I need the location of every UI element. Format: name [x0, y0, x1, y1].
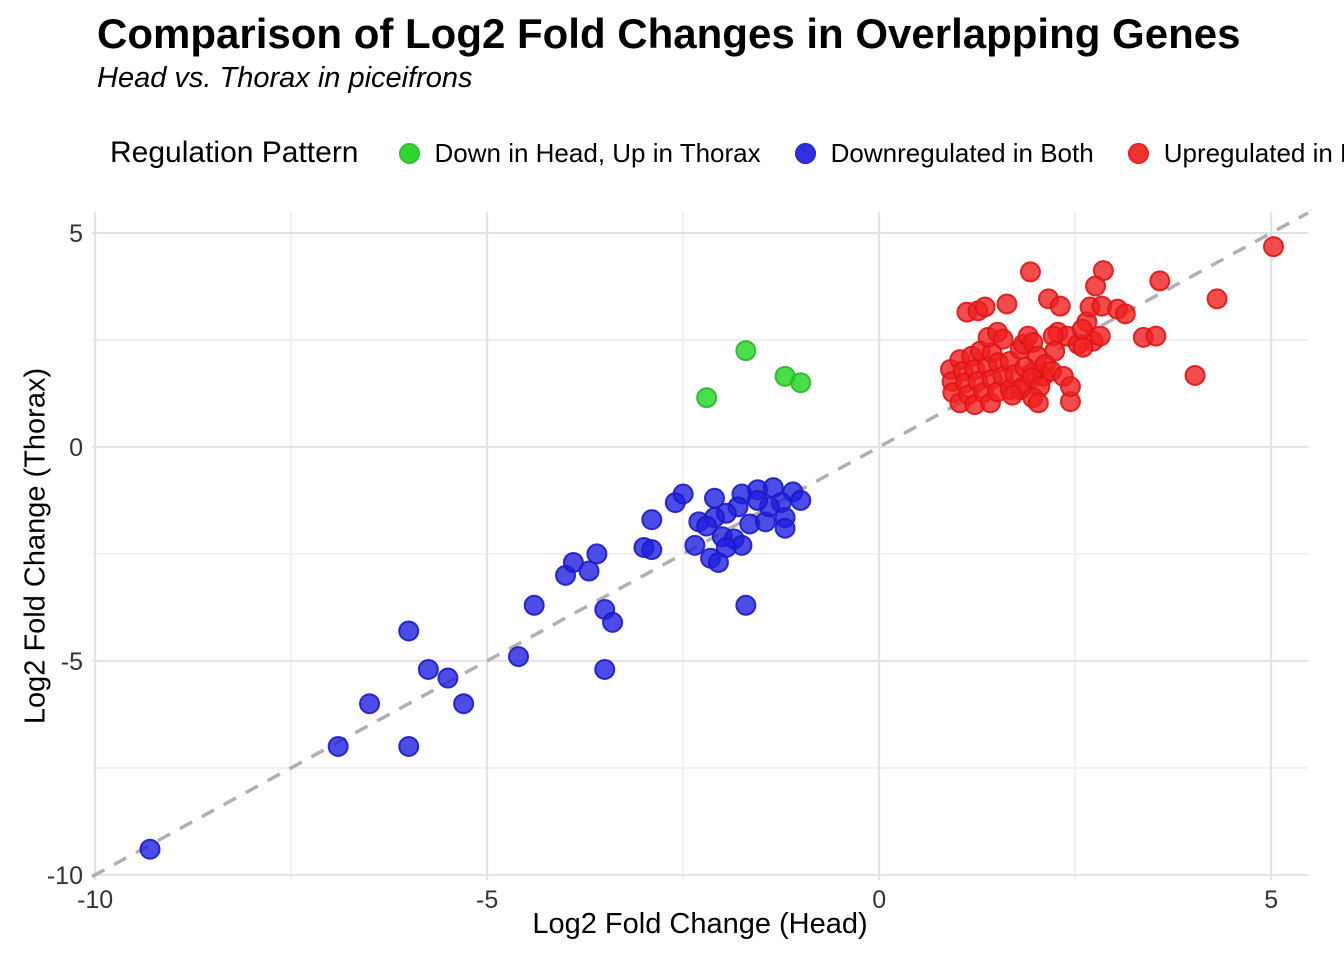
chart-subtitle: Head vs. Thorax in piceifrons	[97, 62, 473, 94]
data-point	[1089, 325, 1111, 347]
data-point	[1263, 236, 1285, 258]
data-point	[508, 646, 530, 668]
x-axis-title: Log2 Fold Change (Head)	[532, 908, 868, 940]
data-point	[735, 594, 757, 616]
data-point	[1071, 318, 1093, 340]
data-point	[790, 372, 812, 394]
data-point	[1059, 376, 1081, 398]
data-point	[327, 735, 349, 757]
data-point	[684, 534, 706, 556]
data-point	[735, 340, 757, 362]
data-point	[1019, 261, 1041, 283]
data-point	[974, 296, 996, 318]
data-point	[594, 658, 616, 680]
data-point	[578, 560, 600, 582]
data-point	[398, 620, 420, 642]
x-tick-label: 0	[872, 886, 886, 914]
data-point	[774, 517, 796, 539]
data-point	[641, 509, 663, 531]
identity-reference-line	[91, 211, 1309, 879]
data-point	[139, 838, 161, 860]
y-tick-label: -5	[61, 648, 83, 676]
data-point	[1049, 295, 1071, 317]
data-point	[1145, 325, 1167, 347]
legend: Regulation Pattern Down in Head, Up in T…	[110, 133, 1344, 173]
data-point	[1206, 288, 1228, 310]
y-axis-title: Log2 Fold Change (Thorax)	[19, 367, 52, 725]
x-tick-label: -10	[77, 886, 113, 914]
y-tick-label: 0	[69, 434, 83, 462]
data-point	[586, 543, 608, 565]
data-point	[641, 539, 663, 561]
data-point	[417, 658, 439, 680]
data-point	[1072, 336, 1094, 358]
x-tick-label: -5	[476, 886, 498, 914]
legend-label: Down in Head, Up in Thorax	[434, 137, 761, 168]
x-tick-label: 5	[1264, 886, 1278, 914]
data-point	[437, 667, 459, 689]
chart-title: Comparison of Log2 Fold Changes in Overl…	[97, 10, 1241, 57]
y-tick-label: -10	[47, 862, 83, 890]
data-point	[790, 489, 812, 511]
data-point	[996, 293, 1018, 315]
data-point	[696, 515, 718, 537]
data-point	[562, 551, 584, 573]
data-point	[1114, 303, 1136, 325]
data-point	[523, 594, 545, 616]
legend-label: Downregulated in Both	[830, 137, 1094, 168]
data-point	[1085, 275, 1107, 297]
data-point	[602, 611, 624, 633]
legend-swatch-1	[794, 142, 816, 164]
data-point	[453, 693, 475, 715]
data-point	[992, 328, 1014, 350]
data-point	[359, 693, 381, 715]
data-point	[696, 387, 718, 409]
data-point	[747, 489, 769, 511]
data-point	[1149, 270, 1171, 292]
y-tick-label: 5	[69, 220, 83, 248]
legend-item-upregulated-both: Upregulated in Both	[1127, 137, 1344, 169]
legend-item-downregulated-both: Downregulated in Both	[794, 137, 1094, 169]
data-point	[1001, 384, 1023, 406]
data-point	[1027, 392, 1049, 414]
data-point	[672, 483, 694, 505]
data-point	[1184, 364, 1206, 386]
data-point	[398, 735, 420, 757]
legend-swatch-2	[1127, 142, 1149, 164]
legend-label: Upregulated in Both	[1163, 137, 1344, 168]
legend-title: Regulation Pattern	[110, 136, 359, 169]
data-point	[707, 551, 729, 573]
legend-item-down-head-up-thorax: Down in Head, Up in Thorax	[398, 137, 761, 169]
legend-swatch-0	[398, 142, 420, 164]
